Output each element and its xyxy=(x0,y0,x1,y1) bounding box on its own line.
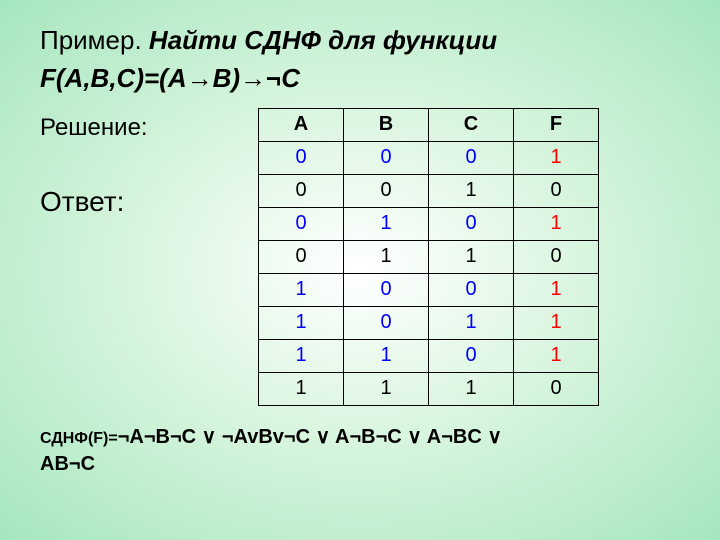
table-cell: 1 xyxy=(259,273,344,306)
sdnf-line2: AB¬C xyxy=(40,453,95,475)
answer-label: Ответ: xyxy=(40,186,230,218)
col-header-b: B xyxy=(344,108,429,141)
sdnf-formula: СДНФ(F)=¬A¬B¬C ∨ ¬AvBv¬C ∨ A¬B¬C ∨ A¬BC … xyxy=(40,424,680,478)
table-cell: 0 xyxy=(514,240,599,273)
table-cell: 1 xyxy=(344,372,429,405)
table-cell: 1 xyxy=(429,174,514,207)
sdnf-prefix: СДНФ(F)= xyxy=(40,430,118,447)
table-cell: 1 xyxy=(514,339,599,372)
table-row: 1011 xyxy=(259,306,599,339)
table-cell: 1 xyxy=(259,372,344,405)
table-cell: 0 xyxy=(429,207,514,240)
table-cell: 0 xyxy=(344,141,429,174)
table-cell: 0 xyxy=(259,240,344,273)
table-cell: 0 xyxy=(344,273,429,306)
truth-table: A B C F 00010010010101101001101111011110 xyxy=(258,108,599,406)
title-prefix: Пример. xyxy=(40,25,149,55)
table-cell: 0 xyxy=(514,372,599,405)
table-cell: 1 xyxy=(344,240,429,273)
table-cell: 1 xyxy=(259,339,344,372)
table-cell: 1 xyxy=(514,273,599,306)
table-header-row: A B C F xyxy=(259,108,599,141)
table-cell: 1 xyxy=(344,207,429,240)
table-cell: 1 xyxy=(514,207,599,240)
example-title: Пример. Найти СДНФ для функции xyxy=(40,24,680,57)
function-definition: F(A,B,C)=(A→B)→¬C xyxy=(40,63,680,94)
table-cell: 1 xyxy=(344,339,429,372)
table-cell: 0 xyxy=(514,174,599,207)
left-column: Решение: Ответ: xyxy=(40,108,230,218)
col-header-c: C xyxy=(429,108,514,141)
table-cell: 0 xyxy=(259,174,344,207)
table-row: 0010 xyxy=(259,174,599,207)
table-cell: 1 xyxy=(259,306,344,339)
table-cell: 1 xyxy=(429,372,514,405)
table-row: 0001 xyxy=(259,141,599,174)
table-cell: 0 xyxy=(429,339,514,372)
table-cell: 0 xyxy=(259,141,344,174)
table-cell: 0 xyxy=(344,174,429,207)
table-cell: 1 xyxy=(514,306,599,339)
table-cell: 0 xyxy=(259,207,344,240)
table-row: 0101 xyxy=(259,207,599,240)
table-cell: 0 xyxy=(429,273,514,306)
table-cell: 1 xyxy=(429,240,514,273)
table-cell: 1 xyxy=(514,141,599,174)
solution-label: Решение: xyxy=(40,114,230,142)
col-header-f: F xyxy=(514,108,599,141)
table-row: 1101 xyxy=(259,339,599,372)
title-rest: Найти СДНФ для функции xyxy=(149,25,497,55)
table-row: 0110 xyxy=(259,240,599,273)
content-row: Решение: Ответ: A B C F 0001001001010110… xyxy=(40,108,680,406)
table-cell: 0 xyxy=(429,141,514,174)
col-header-a: A xyxy=(259,108,344,141)
table-cell: 0 xyxy=(344,306,429,339)
table-row: 1001 xyxy=(259,273,599,306)
table-cell: 1 xyxy=(429,306,514,339)
sdnf-line1: ¬A¬B¬C ∨ ¬AvBv¬C ∨ A¬B¬C ∨ A¬BC ∨ xyxy=(118,426,502,448)
table-row: 1110 xyxy=(259,372,599,405)
